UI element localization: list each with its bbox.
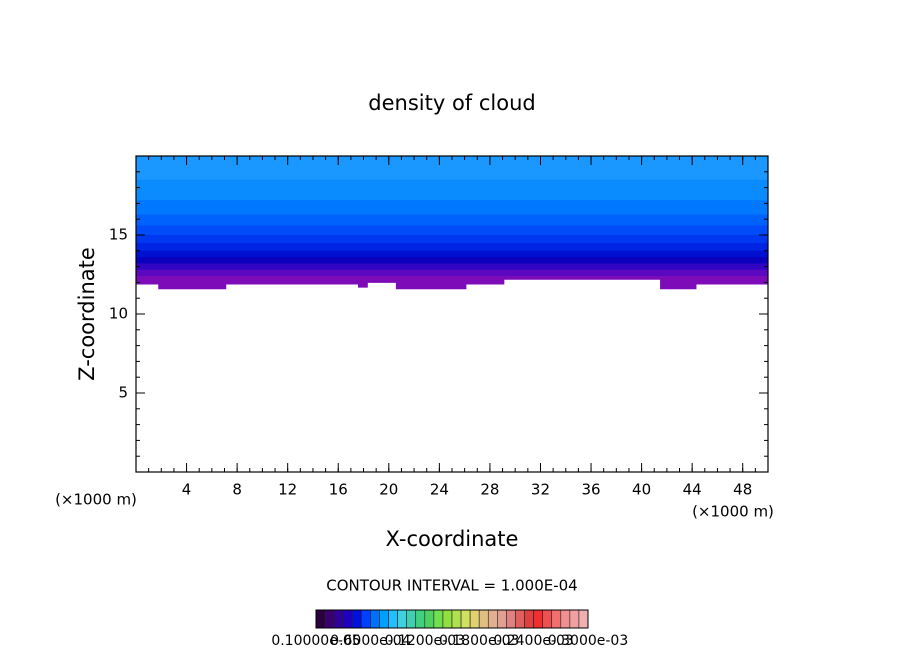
- colorbar-swatch: [478, 609, 489, 629]
- cloud-base: [136, 278, 768, 290]
- contour-band: [136, 179, 768, 201]
- contour-band: [136, 200, 768, 215]
- contour-band: [136, 225, 768, 236]
- colorbar-swatch: [460, 609, 471, 629]
- x-tick-label: 32: [531, 481, 550, 499]
- x-tick-label: 16: [329, 481, 348, 499]
- colorbar-swatch: [497, 609, 507, 629]
- colorbar-swatch: [451, 609, 462, 629]
- colorbar-swatch: [361, 609, 371, 629]
- colorbar-label: 0.6000e-04: [330, 633, 411, 649]
- colorbar-swatch: [333, 609, 344, 629]
- colorbar-swatch: [406, 609, 417, 629]
- x-tick-label: 40: [632, 481, 651, 499]
- colorbar-swatch: [379, 609, 389, 629]
- colorbar-swatch: [578, 609, 589, 629]
- colorbar-swatch: [551, 609, 562, 629]
- x-tick-label: 8: [232, 481, 242, 499]
- colorbar-label: 0.1800e-03: [439, 633, 519, 649]
- x-unit: (×1000 m): [692, 503, 774, 521]
- y-tick-label: 10: [109, 305, 128, 323]
- contour-band: [136, 250, 768, 258]
- contour-interval: CONTOUR INTERVAL = 1.000E-04: [326, 577, 577, 595]
- contour-band: [136, 156, 768, 181]
- y-axis-label: Z-coordinate: [75, 247, 99, 381]
- x-tick-label: 36: [581, 481, 600, 499]
- x-tick-label: 24: [430, 481, 449, 499]
- colorbar-swatch: [397, 609, 407, 629]
- contour-band: [136, 235, 768, 244]
- colorbar-swatch: [388, 609, 398, 629]
- colorbar-swatch: [542, 609, 553, 629]
- x-tick-label: 20: [379, 481, 398, 499]
- contour-band: [136, 214, 768, 227]
- colorbar-swatch: [515, 609, 525, 629]
- x-tick-label: 4: [182, 481, 192, 499]
- x-tick-label: 12: [278, 481, 297, 499]
- x-tick-label: 28: [480, 481, 499, 499]
- colorbar-swatch: [324, 609, 335, 629]
- colorbar-swatch: [342, 609, 353, 629]
- colorbar-label: 0.3000e-03: [548, 633, 628, 649]
- contour-band: [136, 242, 768, 252]
- y-tick-label: 15: [109, 226, 128, 244]
- x-tick-label: 44: [683, 481, 702, 499]
- y-tick-label: 5: [118, 384, 128, 402]
- y-unit: (×1000 m): [55, 491, 137, 509]
- colorbar-frame: [315, 609, 589, 629]
- colorbar-label: 0.10000e-05: [271, 633, 360, 649]
- colorbar-swatch: [424, 609, 435, 629]
- colorbar-swatch: [569, 609, 580, 629]
- colorbar-swatch: [315, 609, 326, 629]
- colorbar-swatch: [487, 609, 498, 629]
- colorbar-swatch: [415, 609, 426, 629]
- colorbar-swatch: [370, 609, 380, 629]
- contour-band: [136, 263, 768, 271]
- colorbar-swatch: [442, 609, 453, 629]
- colorbar-swatch: [506, 609, 516, 629]
- colorbar-label: 0.2400e-03: [493, 633, 573, 649]
- x-tick-label: 48: [733, 481, 752, 499]
- colorbar-swatch: [524, 609, 534, 629]
- x-axis-label: X-coordinate: [386, 527, 519, 551]
- colorbar-swatch: [351, 609, 362, 629]
- colorbar-swatch: [560, 609, 571, 629]
- colorbar-label: 0.1200e-03: [385, 633, 465, 649]
- colorbar-swatch: [469, 609, 480, 629]
- chart-title: density of cloud: [368, 91, 535, 115]
- colorbar-swatch: [433, 609, 444, 629]
- contour-band: [136, 257, 768, 264]
- contour-band: [136, 269, 768, 277]
- colorbar-swatch: [533, 609, 543, 629]
